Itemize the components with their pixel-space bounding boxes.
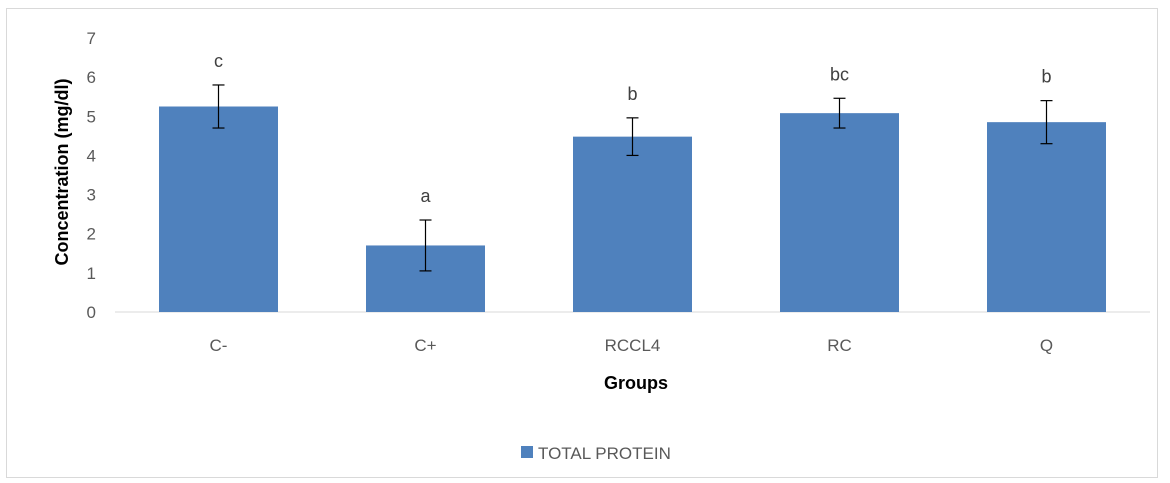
x-axis-ticks: C- C+ RCCL4 RC Q: [210, 336, 1054, 355]
y-tick-label: 7: [87, 29, 96, 48]
legend-swatch: [521, 446, 533, 458]
bars: [159, 106, 1106, 313]
error-bars: [212, 84, 1053, 272]
x-tick-label: C-: [210, 336, 228, 355]
bar-rccl4: [573, 136, 692, 312]
legend: TOTAL PROTEIN: [521, 444, 671, 463]
significance-label: b: [627, 84, 637, 104]
x-axis-title: Groups: [604, 373, 668, 393]
legend-label-total-protein: TOTAL PROTEIN: [538, 444, 671, 463]
significance-label: c: [214, 51, 223, 71]
y-axis-title: Concentration (mg/dl): [52, 79, 72, 266]
bar-q: [987, 122, 1106, 313]
error-bar: [626, 117, 639, 157]
error-bar: [833, 97, 846, 129]
y-tick-label: 5: [87, 107, 96, 126]
x-tick-label: Q: [1040, 336, 1053, 355]
error-bar: [1040, 100, 1053, 145]
y-tick-label: 0: [87, 303, 96, 322]
bar-c-minus: [159, 106, 278, 312]
significance-labels: c a b bc b: [214, 51, 1052, 206]
y-tick-label: 6: [87, 68, 96, 87]
x-tick-label: C+: [414, 336, 436, 355]
y-axis-ticks: 0 1 2 3 4 5 6 7: [87, 29, 96, 322]
significance-label: bc: [830, 64, 849, 84]
y-tick-label: 3: [87, 186, 96, 205]
y-tick-label: 1: [87, 264, 96, 283]
error-bar: [419, 219, 432, 272]
significance-label: b: [1041, 67, 1051, 87]
x-tick-label: RC: [827, 336, 852, 355]
error-bar: [212, 84, 225, 129]
bar-rc: [780, 113, 899, 312]
significance-label: a: [420, 186, 431, 206]
x-tick-label: RCCL4: [605, 336, 661, 355]
y-tick-label: 4: [87, 146, 96, 165]
y-tick-label: 2: [87, 225, 96, 244]
